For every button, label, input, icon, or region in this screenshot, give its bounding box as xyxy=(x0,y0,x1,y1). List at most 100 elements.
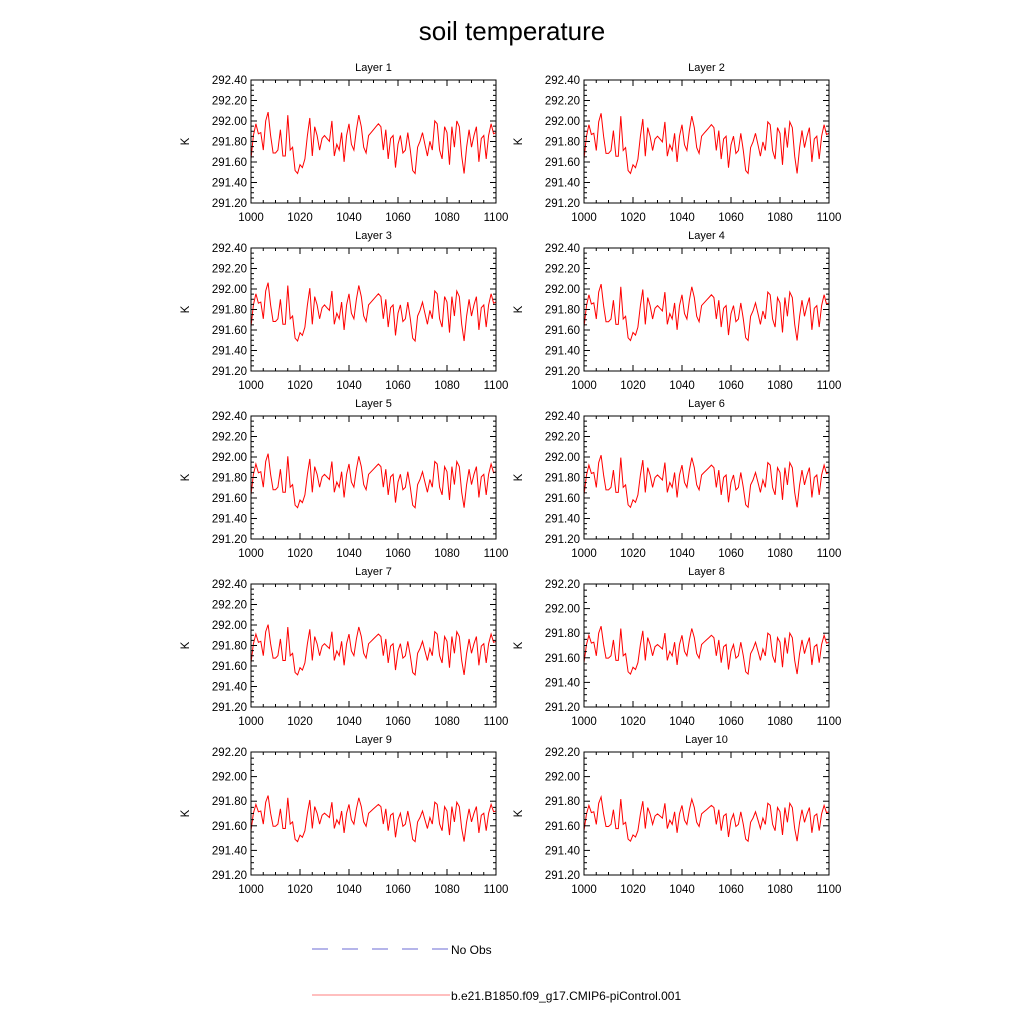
plot-frame xyxy=(583,415,830,540)
x-tick-label: 1040 xyxy=(336,548,362,560)
y-tick-label: 292.40 xyxy=(545,243,580,255)
x-tick-label: 1000 xyxy=(238,884,264,896)
y-tick-label: 291.40 xyxy=(212,346,247,358)
y-tick-label: 291.40 xyxy=(545,178,580,190)
y-tick-label: 291.40 xyxy=(212,178,247,190)
y-tick-label: 291.80 xyxy=(545,628,580,640)
y-tick-label: 291.20 xyxy=(545,870,580,882)
plot-frame xyxy=(583,751,830,876)
series-line xyxy=(250,624,497,676)
plot-frame xyxy=(250,415,497,540)
y-tick-label: 292.40 xyxy=(212,243,247,255)
panel-layer-9: Layer 9 K 1000 1020 1040 1060 1080 1100 291.20 29… xyxy=(180,734,508,896)
panel-layer-3: Layer 3 K 1000 1020 1040 1060 1080 1100 291.20 29… xyxy=(180,230,508,392)
y-tick-label: 292.00 xyxy=(545,772,580,784)
x-tick-label: 1020 xyxy=(287,884,313,896)
y-tick-label: 291.40 xyxy=(545,346,580,358)
x-tick-label: 1020 xyxy=(287,212,313,224)
x-tick-label: 1080 xyxy=(767,884,793,896)
y-axis-label: K xyxy=(513,473,525,481)
y-tick-label: 291.60 xyxy=(212,493,247,505)
x-tick-label: 1040 xyxy=(336,716,362,728)
y-tick-label: 291.80 xyxy=(545,473,580,485)
y-tick-label: 291.80 xyxy=(212,305,247,317)
y-tick-label: 291.60 xyxy=(545,821,580,833)
x-tick-label: 1060 xyxy=(385,212,411,224)
y-tick-label: 291.40 xyxy=(212,514,247,526)
y-tick-label: 292.20 xyxy=(545,579,580,591)
x-tick-label: 1100 xyxy=(484,548,509,560)
x-tick-label: 1040 xyxy=(336,380,362,392)
y-axis-label: K xyxy=(513,137,525,145)
x-tick-label: 1060 xyxy=(385,884,411,896)
x-tick-label: 1080 xyxy=(434,380,460,392)
x-tick-label: 1020 xyxy=(620,716,646,728)
x-tick-label: 1100 xyxy=(817,380,842,392)
series-line xyxy=(583,113,830,175)
panel-layer-1: Layer 1 K 1000 1020 1040 1060 1080 1100 291.20 29… xyxy=(180,62,508,224)
x-tick-label: 1080 xyxy=(434,548,460,560)
x-tick-label: 1060 xyxy=(385,380,411,392)
y-tick-label: 291.80 xyxy=(545,305,580,317)
x-tick-label: 1080 xyxy=(434,212,460,224)
x-tick-label: 1020 xyxy=(620,548,646,560)
y-tick-label: 292.40 xyxy=(545,411,580,423)
y-tick-label: 292.40 xyxy=(545,75,580,87)
panel-layer-10: Layer 10 K 1000 1020 1040 1060 1080 1100 291.20 2… xyxy=(513,734,841,896)
y-tick-label: 291.20 xyxy=(545,534,580,546)
y-axis-label: K xyxy=(180,473,192,481)
y-tick-label: 291.20 xyxy=(212,870,247,882)
x-tick-label: 1040 xyxy=(669,212,695,224)
y-tick-label: 291.20 xyxy=(212,366,247,378)
y-tick-label: 291.80 xyxy=(212,137,247,149)
x-tick-label: 1000 xyxy=(571,884,597,896)
x-tick-label: 1060 xyxy=(718,884,744,896)
y-tick-label: 292.00 xyxy=(545,284,580,296)
x-tick-label: 1040 xyxy=(336,212,362,224)
legend-model-label: b.e21.B1850.f09_g17.CMIP6-piControl.001 xyxy=(451,989,681,1003)
x-tick-label: 1000 xyxy=(571,380,597,392)
x-tick-label: 1020 xyxy=(287,380,313,392)
panel-title: Layer 6 xyxy=(688,398,725,410)
y-tick-label: 291.40 xyxy=(545,677,580,689)
series-line xyxy=(250,795,497,843)
series-line xyxy=(250,111,497,175)
y-axis-label: K xyxy=(513,305,525,313)
y-tick-label: 291.60 xyxy=(545,157,580,169)
panel-layer-8: Layer 8 K 1000 1020 1040 1060 1080 1100 291.20 29… xyxy=(513,566,841,728)
panel-layer-2: Layer 2 K 1000 1020 1040 1060 1080 1100 291.20 29… xyxy=(513,62,841,224)
y-tick-label: 291.60 xyxy=(545,653,580,665)
panel-layer-7: Layer 7 K 1000 1020 1040 1060 1080 1100 291.20 29… xyxy=(180,566,508,728)
y-tick-label: 292.40 xyxy=(212,75,247,87)
x-tick-label: 1080 xyxy=(434,884,460,896)
x-tick-label: 1000 xyxy=(238,548,264,560)
y-tick-label: 291.80 xyxy=(212,796,247,808)
y-axis-label: K xyxy=(180,809,192,817)
y-tick-label: 291.40 xyxy=(212,682,247,694)
y-tick-label: 292.20 xyxy=(212,96,247,108)
panel-layer-5: Layer 5 K 1000 1020 1040 1060 1080 1100 291.20 29… xyxy=(180,398,508,560)
x-tick-label: 1000 xyxy=(571,548,597,560)
x-tick-label: 1040 xyxy=(336,884,362,896)
x-tick-label: 1000 xyxy=(571,716,597,728)
x-tick-label: 1020 xyxy=(620,212,646,224)
y-axis-label: K xyxy=(180,305,192,313)
panel-title: Layer 8 xyxy=(688,566,725,578)
panel-title: Layer 7 xyxy=(355,566,392,578)
x-tick-label: 1060 xyxy=(718,212,744,224)
panel-title: Layer 4 xyxy=(688,230,725,242)
series-line xyxy=(583,626,830,676)
x-tick-label: 1060 xyxy=(718,380,744,392)
y-tick-label: 292.20 xyxy=(545,747,580,759)
y-tick-label: 292.20 xyxy=(212,432,247,444)
panel-title: Layer 5 xyxy=(355,398,392,410)
plot-frame xyxy=(250,751,497,876)
panel-layer-6: Layer 6 K 1000 1020 1040 1060 1080 1100 291.20 29… xyxy=(513,398,841,560)
x-tick-label: 1020 xyxy=(620,884,646,896)
plot-frame xyxy=(583,247,830,372)
y-tick-label: 292.40 xyxy=(212,579,247,591)
legend: No Obs b.e21.B1850.f09_g17.CMIP6-piContr… xyxy=(312,943,681,1003)
x-tick-label: 1000 xyxy=(238,212,264,224)
x-tick-label: 1100 xyxy=(484,212,509,224)
